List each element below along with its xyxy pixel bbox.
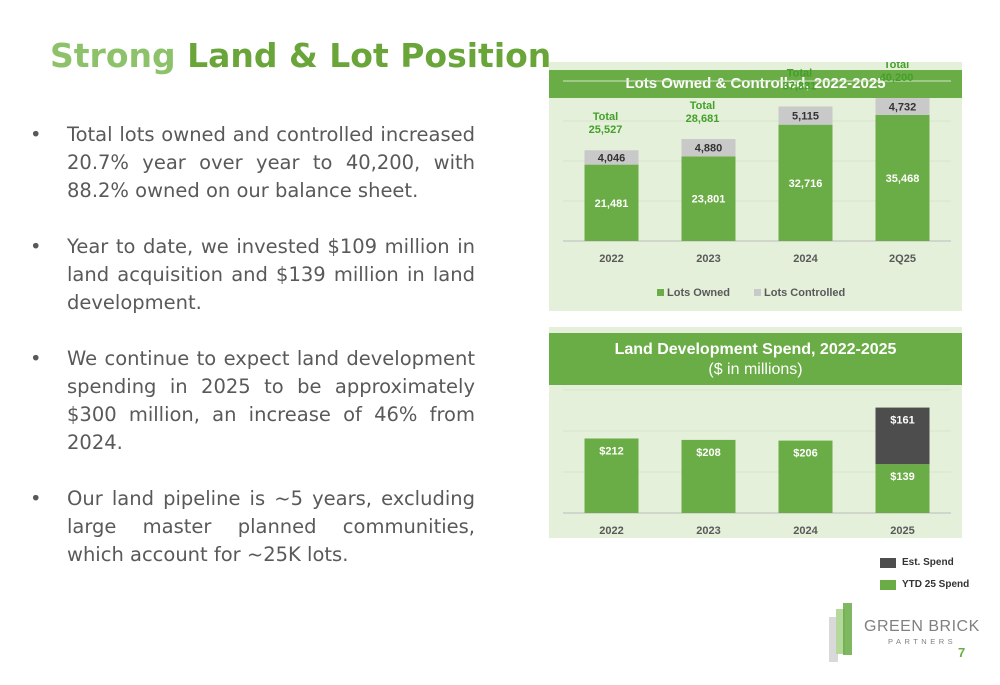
spend-chart-panel: Land Development Spend, 2022-2025 ($ in …: [549, 327, 962, 538]
total-label: 37,831: [783, 80, 817, 92]
x-tick-label: 2025: [890, 525, 914, 537]
bar-lots-controlled: [681, 139, 736, 157]
data-label: $206: [793, 448, 817, 460]
logo-sub: PARTNERS: [888, 637, 957, 646]
lots-chart-title: Lots Owned & Controlled, 2022-2025: [549, 70, 962, 98]
bar-lots-controlled: [778, 106, 833, 125]
x-tick-label: 2022: [599, 253, 623, 265]
bullet-item: Total lots owned and controlled increase…: [30, 121, 475, 205]
legend-label: YTD 25 Spend: [902, 579, 970, 590]
spend-chart-title: Land Development Spend, 2022-2025: [614, 341, 897, 358]
bar-lots-controlled: [584, 150, 639, 165]
page-number: 7: [958, 645, 966, 660]
green-brick-logo-icon: [829, 603, 852, 662]
legend-swatch: [754, 289, 761, 296]
legend-label: Lots Controlled: [764, 287, 845, 299]
data-label: 23,801: [692, 194, 726, 206]
total-label: 40,200: [880, 72, 914, 84]
total-label-prefix: Total: [884, 62, 909, 71]
legend-label: Lots Owned: [667, 287, 730, 299]
legend-swatch: [880, 557, 896, 568]
legend-est-spend: Est. Spend: [880, 557, 954, 568]
logo-name: GREEN BRICK: [864, 618, 980, 635]
legend-swatch: [657, 289, 664, 296]
data-label: $208: [696, 447, 720, 459]
data-label: 21,481: [595, 198, 629, 210]
bar-lots-owned: [584, 164, 639, 241]
bar-ytd-25-spend: [875, 464, 930, 513]
bar-lots-owned: [875, 114, 930, 241]
slide-title: Strong Land & Lot Position: [50, 36, 551, 75]
total-label-prefix: Total: [787, 67, 812, 79]
data-label: 4,732: [889, 101, 917, 113]
data-label: $161: [890, 415, 914, 427]
data-label: $212: [599, 445, 623, 457]
x-tick-label: 2023: [696, 253, 720, 265]
legend-label: Est. Spend: [902, 557, 954, 568]
x-tick-label: 2024: [793, 253, 818, 265]
data-label: $139: [890, 471, 914, 483]
bar-lots-controlled: [875, 98, 930, 115]
total-label: 25,527: [589, 124, 623, 136]
data-label: 35,468: [886, 173, 920, 185]
spend-chart-title-block: Land Development Spend, 2022-2025 ($ in …: [549, 333, 962, 385]
bullet-item: Our land pipeline is ~5 years, excluding…: [30, 485, 475, 569]
data-label: 4,046: [598, 152, 626, 164]
x-tick-label: 2022: [599, 525, 623, 537]
lots-chart: 21,4814,046Total25,527202223,8014,880Tot…: [563, 62, 951, 299]
bullet-item: Year to date, we invested $109 million i…: [30, 233, 475, 317]
bar-est-spend: [875, 407, 930, 465]
bar-ytd-25-spend: [681, 439, 736, 513]
data-label: 32,716: [789, 178, 823, 190]
bar-ytd-25-spend: [584, 438, 639, 513]
title-part1: Strong: [50, 36, 176, 75]
title-part2: Land & Lot Position: [187, 36, 552, 75]
bar-lots-owned: [778, 124, 833, 241]
bar-lots-owned: [681, 156, 736, 241]
bar-ytd-25-spend: [778, 440, 833, 513]
bullet-list: Total lots owned and controlled increase…: [30, 121, 475, 597]
x-tick-label: 2024: [793, 525, 818, 537]
spend-chart: $212 2022 $208 2023 $206 2024 $139 $161 2025: [563, 389, 951, 537]
total-label: 28,681: [686, 113, 720, 125]
spend-chart-subtitle: ($ in millions): [708, 361, 803, 378]
bullet-item: We continue to expect land development s…: [30, 345, 475, 457]
legend-ytd-spend: YTD 25 Spend: [880, 579, 969, 590]
legend-swatch: [880, 579, 896, 590]
x-tick-label: 2Q25: [889, 253, 916, 265]
data-label: 5,115: [792, 111, 819, 123]
x-tick-label: 2023: [696, 525, 720, 537]
total-label-prefix: Total: [690, 100, 715, 112]
data-label: 4,880: [695, 143, 723, 155]
lots-chart-panel: Lots Owned & Controlled, 2022-2025 21,48…: [549, 62, 962, 311]
total-label-prefix: Total: [593, 111, 618, 123]
